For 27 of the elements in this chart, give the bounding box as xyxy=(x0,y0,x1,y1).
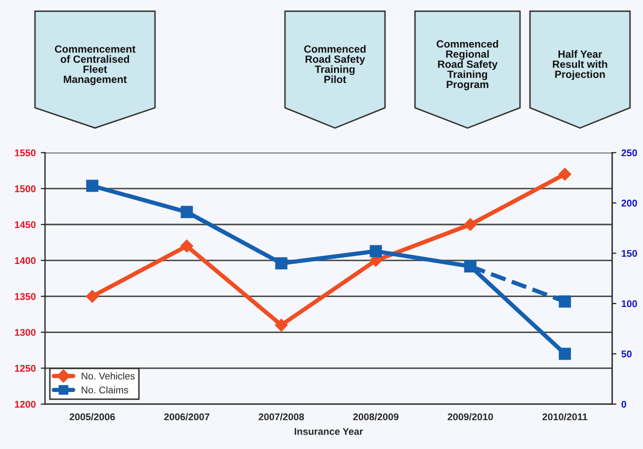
y-tick-label: 1550 xyxy=(14,149,36,156)
y-tick-label: 1450 xyxy=(14,221,36,228)
y2-tick-label: 100 xyxy=(622,300,637,308)
text: Commenced Road Safety Training Pilot xyxy=(304,45,366,84)
y2-tick-label: 200 xyxy=(622,200,637,207)
y2-tick-label: 50 xyxy=(621,350,632,358)
text: Commencement of Centralised Fleet Management xyxy=(54,45,136,86)
x-tick-label: 2008/2009 xyxy=(353,413,398,420)
x-tick-label: 2007/2008 xyxy=(258,413,304,420)
y-tick-label: 1300 xyxy=(14,328,36,336)
y2-tick-label: 150 xyxy=(622,250,637,257)
y-tick-label: 1200 xyxy=(14,400,36,408)
y-tick-label: 1250 xyxy=(14,364,36,372)
text: Half Year Result with Projection xyxy=(552,50,608,80)
y-tick-label: 1350 xyxy=(14,293,36,300)
legend-label: No. Vehicles xyxy=(82,372,135,380)
text: Commenced Regional Road Safety Training Program xyxy=(436,40,498,90)
legend-label: No. Claims xyxy=(82,386,128,394)
x-tick-label: 2005/2006 xyxy=(70,413,115,420)
y2-tick-label: 0 xyxy=(622,400,626,408)
x-axis-title: Insurance Year xyxy=(294,428,363,435)
x-tick-label: 2006/2007 xyxy=(164,413,210,420)
y-tick-label: 1400 xyxy=(14,257,36,264)
y-tick-label: 1500 xyxy=(14,185,36,192)
y2-tick-label: 250 xyxy=(622,149,637,156)
x-tick-label: 2010/2011 xyxy=(542,413,588,420)
x-tick-label: 2009/2010 xyxy=(448,413,493,420)
